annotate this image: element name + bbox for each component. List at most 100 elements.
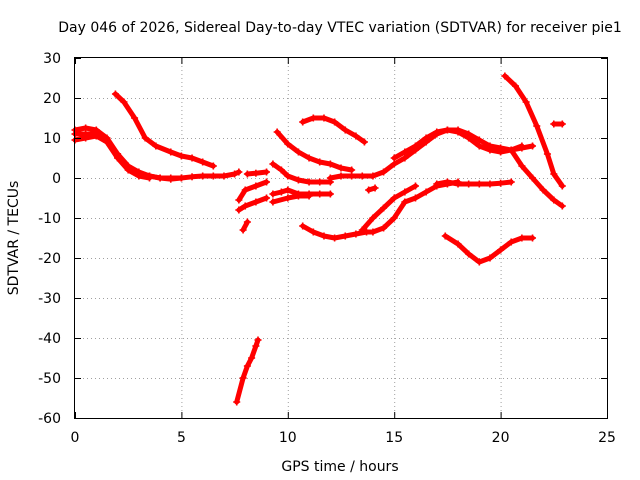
x-tick-labels: 0 5 10 15 20 25 [71,430,616,446]
data-point [543,150,551,158]
data-point [401,188,409,196]
data-point [131,114,139,122]
data-point [497,179,505,187]
data-point [284,186,292,194]
data-point [220,172,228,180]
data-point [269,198,277,206]
y-tick-label: -60 [38,411,61,427]
data-point [188,154,196,162]
data-point [358,172,366,180]
data-point [277,188,285,196]
data-point [518,142,526,150]
data-point [533,122,541,130]
series-arc-e [236,179,269,203]
data-point [305,178,313,186]
data-point [239,374,247,382]
data-point [284,172,292,180]
series-arc-o [300,179,461,241]
data-point [209,172,217,180]
data-point [529,142,537,150]
data-point [263,168,271,176]
data-point [522,98,530,106]
data-point [443,126,451,134]
series-arc-w [508,147,565,209]
data-point [486,146,494,154]
data-point [309,228,317,236]
data-point [341,232,349,240]
data-point [254,336,262,344]
data-point [441,232,449,240]
data-point [331,118,339,126]
data-point [475,258,483,266]
y-tick-label: -20 [38,251,61,267]
data-point [305,192,313,200]
y-tick-label: -50 [38,371,61,387]
data-point [411,182,419,190]
data-point [507,178,515,186]
data-point [299,222,307,230]
data-point [145,174,153,182]
data-point [92,130,100,138]
data-point [103,138,111,146]
data-point [243,362,251,370]
data-point [369,214,377,222]
data-point [252,169,260,177]
data-point [316,178,324,186]
data-point [518,162,526,170]
data-point [233,398,241,406]
data-point [337,164,345,172]
data-point [320,114,328,122]
data-point [326,190,334,198]
data-point [284,140,292,148]
y-tick-label: 10 [43,131,61,147]
data-point [558,120,566,128]
data-point [341,126,349,134]
data-point [411,194,419,202]
data-point [358,226,366,234]
data-point [326,174,334,182]
data-point [252,198,260,206]
y-tick-labels: 30 20 10 0 -10 -20 -30 -40 -50 -60 [38,51,61,427]
x-tick-label: 0 [71,430,80,446]
data-point [352,132,360,140]
data-point [199,172,207,180]
data-point [363,228,371,236]
data-point [235,196,243,204]
data-point [231,170,239,178]
data-point [82,130,90,138]
data-point [511,82,519,90]
data-point [486,254,494,262]
data-point [167,148,175,156]
data-point [550,120,558,128]
data-point [124,166,132,174]
data-point [529,174,537,182]
data-point [188,173,196,181]
y-tick-label: 20 [43,91,61,107]
x-tick-label: 10 [279,430,297,446]
series-arc-l [270,193,312,205]
data-point [326,160,334,168]
y-tick-label: -10 [38,211,61,227]
data-point [501,72,509,80]
data-point [177,174,185,182]
data-point [263,194,271,202]
chart-title: Day 046 of 2026, Sidereal Day-to-day VTE… [58,20,622,36]
data-point [348,172,356,180]
data-point [305,154,313,162]
data-point [241,202,249,210]
data-point [380,224,388,232]
data-point [352,230,360,238]
data-point [156,174,164,182]
data-point [273,128,281,136]
data-point [235,206,243,214]
data-point [454,240,462,248]
data-point [380,168,388,176]
data-point [401,148,409,156]
data-point [316,190,324,198]
data-point [284,194,292,202]
data-point [465,134,473,142]
data-point [507,238,515,246]
data-point [199,158,207,166]
data-point [177,152,185,160]
